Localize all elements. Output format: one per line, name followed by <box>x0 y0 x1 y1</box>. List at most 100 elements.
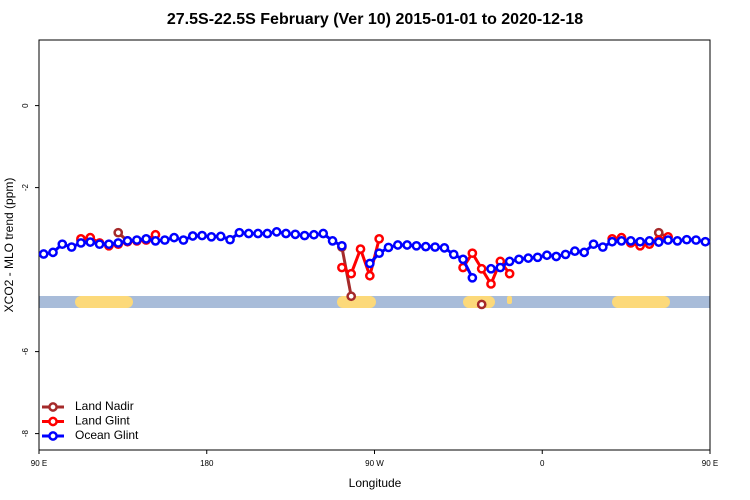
point <box>392 240 403 250</box>
point <box>663 235 673 245</box>
legend-label: Ocean Glint <box>75 428 139 442</box>
point <box>486 263 496 274</box>
y-tick-label: -6 <box>21 347 30 355</box>
point <box>467 272 478 283</box>
point <box>76 238 86 248</box>
y-tick-label: -2 <box>21 183 30 191</box>
point <box>187 231 198 241</box>
point <box>672 236 683 246</box>
point <box>364 258 375 269</box>
point <box>430 242 440 252</box>
point <box>327 236 338 246</box>
point <box>374 234 385 244</box>
land-patch <box>75 296 133 308</box>
point <box>681 234 692 245</box>
point <box>579 247 590 258</box>
point <box>570 246 580 256</box>
point <box>243 228 254 239</box>
legend-label: Land Nadir <box>75 399 134 413</box>
point <box>560 249 571 260</box>
x-tick-label: 0 <box>540 459 545 468</box>
land-patch <box>507 296 512 304</box>
x-tick-label: 180 <box>200 459 214 468</box>
x-tick-label: 90 E <box>702 459 718 468</box>
point <box>104 239 114 250</box>
legend-label: Land Glint <box>75 414 130 428</box>
point <box>113 238 124 248</box>
point <box>439 243 450 253</box>
point <box>38 249 49 259</box>
point <box>532 252 543 263</box>
point <box>504 268 515 279</box>
point <box>364 270 375 281</box>
series <box>38 227 711 283</box>
point <box>132 235 142 245</box>
point <box>318 228 329 239</box>
point <box>551 251 562 262</box>
point <box>588 239 599 250</box>
point <box>514 254 524 265</box>
point <box>476 263 487 274</box>
point <box>94 239 105 250</box>
point <box>355 244 366 254</box>
point <box>57 239 68 250</box>
point <box>597 242 608 252</box>
point <box>253 228 263 239</box>
point <box>215 231 226 242</box>
point <box>159 235 170 245</box>
chart-title: 27.5S-22.5S February (Ver 10) 2015-01-01… <box>167 11 583 28</box>
point <box>644 236 655 246</box>
point <box>225 234 235 245</box>
point <box>169 232 179 243</box>
legend-marker <box>48 416 58 427</box>
x-axis-label: Longitude <box>349 476 402 490</box>
point <box>402 240 412 250</box>
point <box>309 229 319 240</box>
point <box>122 236 133 246</box>
point <box>700 236 711 247</box>
point <box>346 291 357 302</box>
point <box>113 227 124 238</box>
point <box>281 228 291 239</box>
point <box>448 249 459 260</box>
point <box>234 227 245 238</box>
point <box>141 234 152 244</box>
point <box>66 242 77 252</box>
point <box>271 227 282 237</box>
point <box>458 254 468 265</box>
point <box>542 250 552 261</box>
point <box>206 231 217 242</box>
point <box>504 256 515 267</box>
point <box>625 236 636 246</box>
point <box>523 253 534 263</box>
point <box>48 247 58 258</box>
y-tick-label: -8 <box>21 429 30 437</box>
point <box>262 228 273 239</box>
x-tick-label: 90 E <box>31 459 47 468</box>
point <box>616 236 627 246</box>
point <box>150 236 161 246</box>
point <box>374 248 385 259</box>
point <box>337 262 347 273</box>
point <box>411 240 422 251</box>
land-patch <box>337 296 376 308</box>
legend-marker <box>48 431 58 441</box>
point <box>653 227 664 238</box>
point <box>495 262 506 273</box>
point <box>476 299 487 310</box>
y-tick-label: 0 <box>21 103 30 108</box>
point <box>337 240 347 251</box>
y-axis-label: XCO2 - MLO trend (ppm) <box>2 178 16 313</box>
legend-marker <box>48 402 58 412</box>
point <box>486 279 496 289</box>
land-patch <box>612 296 670 308</box>
point <box>346 268 357 279</box>
point <box>467 248 478 259</box>
point <box>299 230 310 241</box>
land-ocean-strip <box>39 296 710 308</box>
x-tick-label: 90 W <box>365 459 384 468</box>
point <box>178 235 189 245</box>
point <box>653 237 664 247</box>
point <box>607 236 617 247</box>
